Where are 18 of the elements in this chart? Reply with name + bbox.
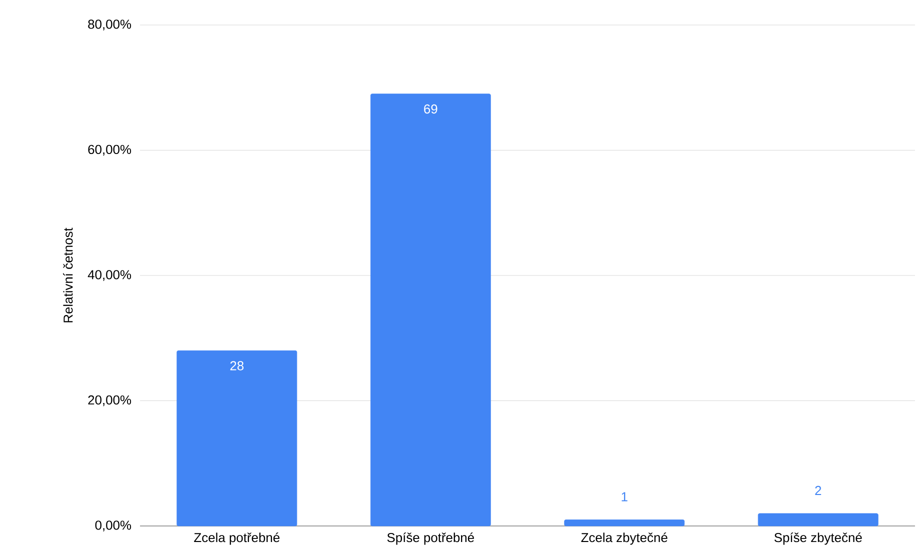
y-tick-label: 40,00% [88, 270, 132, 281]
data-label: 2 [815, 486, 822, 495]
x-tick-label: Spíše zbytečné [774, 532, 862, 545]
bar [370, 94, 491, 526]
data-label: 1 [622, 492, 628, 502]
data-label: 28 [230, 361, 244, 370]
bar [758, 513, 878, 526]
y-tick-label: 60,00% [88, 144, 132, 156]
data-label: 69 [424, 104, 438, 114]
x-tick-label: Zcela zbytečné [581, 532, 668, 545]
x-tick-label: Zcela potřebné [194, 532, 280, 545]
y-tick-label: 80,00% [88, 20, 132, 30]
bar [564, 520, 685, 526]
y-tick-label: 0,00% [95, 520, 132, 532]
x-tick-label: Spíše potřebné [387, 532, 474, 545]
y-tick-label: 20,00% [88, 395, 132, 406]
bar [176, 350, 298, 526]
y-axis-title: Relativní četnost [63, 228, 73, 322]
